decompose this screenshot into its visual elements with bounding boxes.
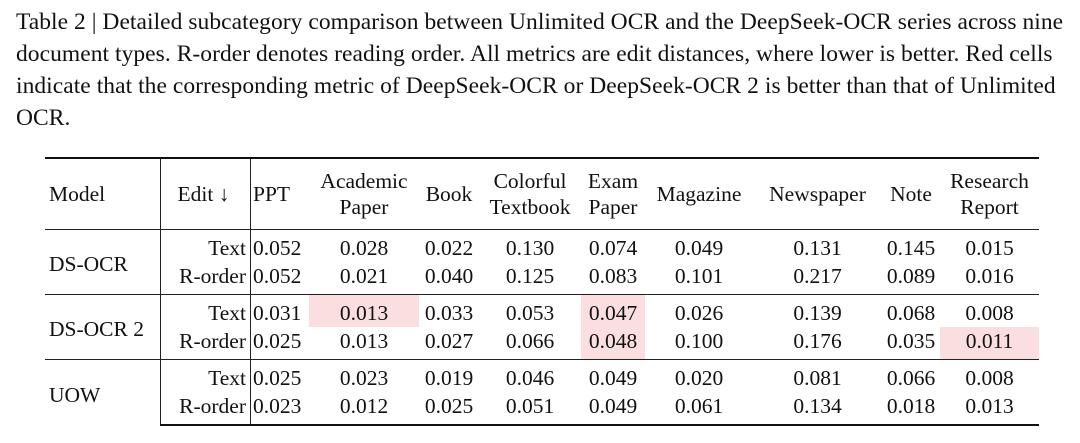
header-magazine: Magazine [645,157,753,230]
metric-cell: 0.013 [940,392,1039,426]
edit-type: Text [160,294,251,327]
metric-cell: 0.145 [882,229,940,262]
comparison-table: Model Edit ↓ PPT Academic Paper Book Colo… [45,157,1039,426]
metric-cell: 0.012 [309,392,419,426]
header-newspaper: Newspaper [753,157,882,230]
header-ppt: PPT [250,157,309,230]
metric-cell: 0.020 [645,359,753,392]
metric-cell: 0.130 [479,229,581,262]
edit-type: Text [160,359,251,392]
metric-cell: 0.066 [505,329,555,353]
metric-cell: 0.139 [753,294,882,327]
metric-cell: 0.125 [505,264,555,288]
header-exam-paper: Exam Paper [581,157,645,230]
header-book: Book [419,157,479,230]
header-edit: Edit ↓ [160,157,251,230]
metric-cell: 0.035 [886,329,936,353]
table-body: DS-OCR Text 0.052 0.028 0.022 0.130 0.074 0.049… [45,229,1039,426]
metric-cell: 0.016 [965,264,1014,288]
header-research-report: Research Report [940,157,1039,230]
metric-cell: 0.048 [581,327,645,360]
header-colorful-textbook: Colorful Textbook [479,157,581,230]
metric-cell: 0.019 [419,359,479,392]
metric-cell: 0.046 [479,359,581,392]
metric-cell: 0.015 [940,229,1039,262]
metric-cell: 0.022 [419,229,479,262]
edit-type: Text [160,229,251,262]
metric-cell: 0.053 [479,294,581,327]
table-row: DS-OCR 2 Text 0.031 0.013 0.033 0.053 0.047 0.0… [45,294,1039,360]
metric-cell: 0.100 [674,329,724,353]
metric-cell: 0.031 [250,294,309,327]
metric-cell: 0.023 [250,392,309,426]
metric-cell: 0.013 [309,294,419,327]
table-row: R-order 0.025 0.013 0.027 0.066 0.048 0.100 0.1… [45,327,1039,360]
metric-cell: 0.013 [339,329,389,353]
metric-cell: 0.008 [940,359,1039,392]
table-row: R-order 0.023 0.012 0.025 0.051 0.049 0.061 0.1… [45,392,1039,426]
metric-cell: 0.049 [645,229,753,262]
table-row: R-order 0.052 0.021 0.040 0.125 0.083 0.101 0.2… [45,262,1039,295]
metric-cell: 0.028 [309,229,419,262]
table-row: UOW Text 0.025 0.023 0.019 0.046 0.049 0.020 0.0… [45,359,1039,425]
metric-cell: 0.018 [882,392,940,426]
metric-cell: 0.052 [250,262,309,295]
metric-cell: 0.025 [250,359,309,392]
metric-cell: 0.026 [645,294,753,327]
header-row: Model Edit ↓ PPT Academic Paper Book Colo… [45,157,1039,230]
metric-cell: 0.176 [793,329,842,353]
metric-cell: 0.025 [250,327,309,360]
edit-type: R-order [160,262,251,295]
metric-cell: 0.061 [645,392,753,426]
metric-cell: 0.021 [339,264,389,288]
header-academic-paper: Academic Paper [309,157,419,230]
model-name: UOW [45,359,161,425]
metric-cell: 0.027 [424,329,474,353]
metric-cell: 0.066 [882,359,940,392]
metric-cell: 0.068 [882,294,940,327]
metric-cell: 0.089 [886,264,936,288]
header-note: Note [882,157,940,230]
edit-type: R-order [160,327,251,360]
metric-cell: 0.052 [250,229,309,262]
metric-cell: 0.025 [419,392,479,426]
metric-cell: 0.101 [674,264,724,288]
metric-cell: 0.008 [940,294,1039,327]
header-model: Model [45,157,161,230]
metric-cell: 0.134 [753,392,882,426]
metric-cell: 0.131 [753,229,882,262]
metric-cell: 0.081 [753,359,882,392]
edit-type: R-order [160,392,251,426]
metric-cell: 0.217 [793,264,842,288]
metric-cell: 0.023 [309,359,419,392]
model-name: DS-OCR [45,229,161,295]
metric-cell: 0.074 [581,229,645,262]
metric-cell: 0.011 [940,327,1039,360]
table-caption: Table 2 | Detailed subcategory compariso… [16,9,1064,131]
table-row: DS-OCR Text 0.052 0.028 0.022 0.130 0.074 0.049… [45,229,1039,295]
metric-cell: 0.049 [581,359,645,392]
metric-cell: 0.040 [424,264,474,288]
metric-cell: 0.051 [479,392,581,426]
metric-cell: 0.049 [581,392,645,426]
metric-cell: 0.033 [419,294,479,327]
metric-cell: 0.047 [581,294,645,327]
metric-cell: 0.083 [588,264,638,288]
model-name: DS-OCR 2 [45,294,161,360]
